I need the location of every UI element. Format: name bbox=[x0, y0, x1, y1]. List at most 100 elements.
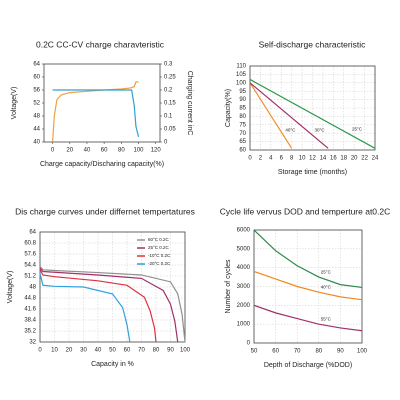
y-tick-label: 4000 bbox=[237, 265, 251, 271]
x-tick-label: 80 bbox=[153, 348, 160, 354]
y-tick-label: 65 bbox=[239, 139, 246, 145]
series-label: 55°C bbox=[321, 316, 332, 321]
plot-frame bbox=[39, 231, 186, 343]
legend-label: 60°C 0.2C bbox=[148, 237, 170, 242]
y-tick-label: 105 bbox=[236, 72, 247, 78]
y-tick-label: 56 bbox=[33, 88, 40, 94]
data-line bbox=[249, 82, 329, 149]
x-tick-label: 60 bbox=[272, 349, 279, 355]
y2-tick-label: 0.25 bbox=[164, 75, 176, 81]
series-label: 40°C bbox=[285, 127, 296, 132]
series-label: 30°C bbox=[315, 127, 326, 132]
y-tick-label: 32 bbox=[29, 340, 36, 346]
x-tick-label: 90 bbox=[167, 348, 174, 354]
data-line bbox=[253, 304, 363, 332]
chart-title: Cycle life vervus DOD and temperture at0… bbox=[220, 206, 391, 216]
y-axis-label: Capacity(%) bbox=[225, 89, 232, 127]
x-axis-label: Charge capacity/Discharing capacity(%) bbox=[40, 161, 164, 168]
x-tick-label: 40 bbox=[84, 148, 91, 154]
x-tick-label: 24 bbox=[372, 156, 379, 162]
y-tick-label: 60 bbox=[239, 148, 246, 154]
x-tick-label: 4 bbox=[269, 156, 273, 162]
data-line bbox=[39, 265, 186, 343]
y-tick-label: 6000 bbox=[237, 228, 251, 234]
data-line bbox=[52, 89, 140, 137]
y2-tick-label: 0.05 bbox=[164, 127, 176, 133]
x-tick-label: 16 bbox=[330, 156, 337, 162]
x-tick-label: 60 bbox=[124, 348, 131, 354]
y-axis-label: Voltage(V) bbox=[11, 87, 18, 120]
y-tick-label: 2000 bbox=[237, 303, 251, 309]
chart-panel: Cycle life vervus DOD and temperture at0… bbox=[220, 206, 391, 369]
x-tick-label: 100 bbox=[134, 148, 145, 154]
x-axis-label: Storage time (months) bbox=[278, 169, 347, 176]
x-tick-label: 2 bbox=[259, 156, 263, 162]
y-tick-label: 95 bbox=[239, 89, 246, 95]
y-tick-label: 5000 bbox=[237, 246, 251, 252]
y-tick-label: 51.2 bbox=[24, 274, 36, 280]
y-tick-label: 60 bbox=[33, 75, 40, 81]
x-tick-label: 70 bbox=[294, 349, 301, 355]
x-tick-label: 0 bbox=[51, 148, 55, 154]
y-tick-label: 40 bbox=[33, 140, 40, 146]
data-line bbox=[249, 78, 376, 149]
y-axis-label: Number of cycles bbox=[225, 259, 232, 314]
y-tick-label: 44 bbox=[33, 127, 40, 133]
x-tick-label: 70 bbox=[138, 348, 145, 354]
chart-panel: Dis charge curves under differnet temper… bbox=[7, 206, 195, 368]
data-line bbox=[253, 270, 363, 301]
y2-axis-label: Charging current inC bbox=[186, 71, 193, 136]
x-tick-label: 100 bbox=[357, 349, 368, 355]
x-tick-label: 30 bbox=[80, 348, 87, 354]
x-tick-label: 12 bbox=[309, 156, 316, 162]
chart-title: 0.2C CC-CV charge charavteristic bbox=[36, 39, 165, 49]
plot-frame bbox=[43, 63, 161, 143]
y-tick-label: 3000 bbox=[237, 284, 251, 290]
legend-label: 25°C 0.2C bbox=[148, 245, 170, 250]
y2-tick-label: 0.1 bbox=[164, 114, 173, 120]
chart-title: Dis charge curves under differnet temper… bbox=[15, 206, 195, 216]
y2-tick-label: 0 bbox=[164, 140, 168, 146]
x-tick-label: 20 bbox=[66, 148, 73, 154]
data-line bbox=[39, 273, 131, 343]
plot-frame bbox=[253, 229, 363, 344]
y-tick-label: 60.8 bbox=[24, 241, 36, 247]
series-label: 25°C bbox=[321, 269, 332, 274]
x-tick-label: 50 bbox=[109, 348, 116, 354]
y2-tick-label: 0.2 bbox=[164, 88, 173, 94]
y-tick-label: 41.6 bbox=[24, 307, 36, 313]
x-tick-label: 40 bbox=[95, 348, 102, 354]
x-tick-label: 18 bbox=[340, 156, 347, 162]
x-tick-label: 10 bbox=[299, 156, 306, 162]
x-tick-label: 10 bbox=[51, 348, 58, 354]
x-tick-label: 20 bbox=[66, 348, 73, 354]
y-axis-label: Voltage(V) bbox=[7, 271, 14, 304]
x-tick-label: 80 bbox=[118, 148, 125, 154]
y-tick-label: 100 bbox=[236, 80, 247, 86]
y-tick-label: 64 bbox=[29, 230, 36, 236]
x-axis-label: Capacity in % bbox=[91, 361, 134, 368]
x-tick-label: 0 bbox=[248, 156, 252, 162]
y-tick-label: 48 bbox=[29, 285, 36, 291]
y-tick-label: 44.8 bbox=[24, 296, 36, 302]
data-line bbox=[249, 82, 293, 149]
legend-label: -10°C 0.2C bbox=[148, 253, 171, 258]
y-tick-label: 80 bbox=[239, 114, 246, 120]
legend-label: -20°C 0.2C bbox=[148, 261, 171, 266]
y-tick-label: 38.4 bbox=[24, 318, 36, 324]
x-tick-label: 8 bbox=[290, 156, 294, 162]
chart-panel: Self-discharge characteristic60657075808… bbox=[225, 39, 379, 176]
y-tick-label: 54.4 bbox=[24, 263, 36, 269]
y-tick-label: 64 bbox=[33, 62, 40, 68]
x-tick-label: 6 bbox=[280, 156, 284, 162]
plot-frame bbox=[249, 65, 376, 151]
chart-panel: 0.2C CC-CV charge charavteristic 40 44 48 52… bbox=[11, 39, 193, 168]
y-tick-label: 110 bbox=[236, 64, 246, 70]
x-tick-label: 80 bbox=[315, 349, 322, 355]
x-tick-label: 120 bbox=[151, 148, 162, 154]
x-tick-label: 14 bbox=[320, 156, 327, 162]
data-line bbox=[39, 269, 157, 343]
y-tick-label: 1000 bbox=[237, 322, 251, 328]
y-tick-label: 70 bbox=[239, 131, 246, 137]
x-tick-label: 100 bbox=[180, 348, 191, 354]
